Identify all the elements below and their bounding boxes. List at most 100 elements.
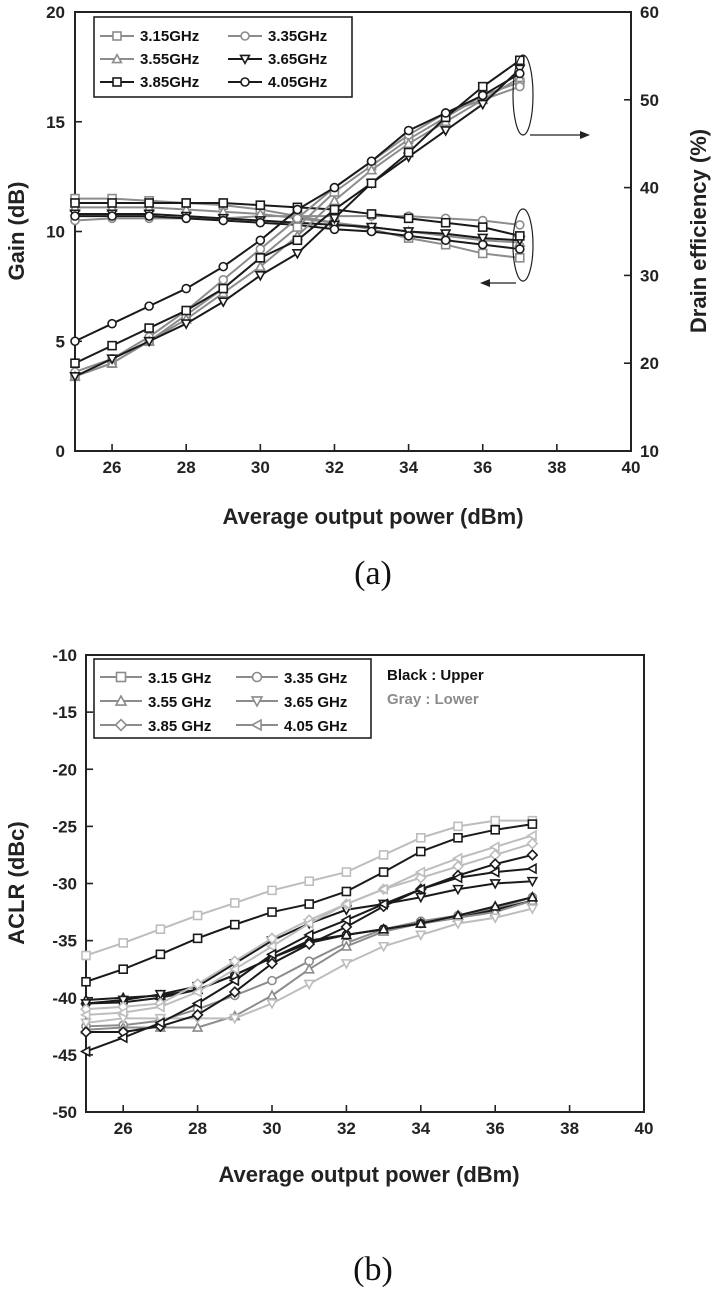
chart-b-ytick-label: -10 xyxy=(52,646,77,665)
aclr-upper-355-point xyxy=(340,928,353,940)
gain-405-point xyxy=(255,217,266,228)
aclr-lower-315-point xyxy=(341,867,352,877)
chart-a-xlabel: Average output power (dBm) xyxy=(222,504,523,529)
aclr-upper-405-point xyxy=(265,948,277,961)
efficiency-405-point xyxy=(181,283,191,294)
legend-note-upper: Black : Upper xyxy=(387,667,484,684)
chart-a-ytick-right-label: 10 xyxy=(640,442,659,461)
aclr-upper-405-point xyxy=(489,866,500,878)
gain-405-point xyxy=(329,224,340,235)
chart-b-caption: (b) xyxy=(353,1251,393,1288)
aclr-upper-385-point xyxy=(526,849,539,861)
chart-b-ytick-label: -15 xyxy=(52,703,77,722)
efficiency-385-point xyxy=(366,178,377,189)
aclr-lower-365-point xyxy=(452,919,464,930)
aclr-lower-405-point xyxy=(489,841,500,853)
chart-a-ytick-label: 20 xyxy=(46,3,65,22)
gain-315-point xyxy=(477,248,488,259)
chart-a-ytick-label: 15 xyxy=(46,113,65,132)
chart-b-ytick-label: -45 xyxy=(52,1046,77,1065)
aclr-lower-315-point xyxy=(230,898,240,908)
chart-b-xtick-label: 36 xyxy=(486,1119,505,1138)
gain-385-point xyxy=(181,198,191,208)
aclr-upper-385-point xyxy=(191,1008,204,1021)
efficiency-405-point xyxy=(292,204,303,215)
chart-a-xtick-label: 30 xyxy=(251,458,270,477)
aclr-lower-405-point xyxy=(377,883,389,895)
aclr-upper-385-point xyxy=(303,938,316,950)
chart-b-ytick-label: -30 xyxy=(52,875,77,894)
chart-b-ytick-label: -50 xyxy=(52,1103,77,1122)
legend-label: 3.35 GHz xyxy=(284,670,347,687)
gain-385-point xyxy=(514,231,525,241)
aclr-lower-405-point xyxy=(526,829,537,842)
aclr-upper-405-point xyxy=(79,1045,91,1058)
aclr-upper-315-point xyxy=(155,949,166,960)
chart-b-xtick-label: 40 xyxy=(635,1119,654,1138)
aclr-upper-315-point xyxy=(267,907,277,917)
chart-a-ytick-right-label: 50 xyxy=(640,91,659,110)
gain-385-point xyxy=(366,209,377,219)
aclr-lower-405-point xyxy=(340,898,351,910)
efficiency-365-point xyxy=(106,354,118,365)
aclr-lower-365-point xyxy=(229,1013,241,1025)
aclr-upper-365-point xyxy=(452,884,464,896)
aclr-upper-405-point xyxy=(303,929,314,941)
chart-a-ytick-right-label: 30 xyxy=(640,266,659,285)
efficiency-405-point xyxy=(514,68,525,79)
efficiency-365-point xyxy=(328,213,341,225)
efficiency-365-point xyxy=(180,319,192,330)
gain-405-point xyxy=(218,215,229,226)
aclr-upper-365-point xyxy=(154,989,167,1001)
efficiency-405-point xyxy=(403,125,414,136)
efficiency-405-point xyxy=(255,235,266,246)
gain-365-point xyxy=(439,229,452,240)
legend-label: 3.15GHz xyxy=(140,28,199,45)
aclr-upper-405-point xyxy=(117,1031,128,1044)
gain-405-point xyxy=(403,231,414,241)
aclr-upper-405-point xyxy=(191,997,202,1010)
legend-marker xyxy=(114,718,128,732)
aclr-lower-355-point xyxy=(303,963,315,974)
legend-marker xyxy=(112,31,122,41)
efficiency-365-point xyxy=(476,99,489,111)
aclr-upper-365-point xyxy=(117,995,129,1007)
chart-a-ytick-label: 0 xyxy=(56,442,65,461)
aclr-lower-405-point xyxy=(117,1006,128,1019)
efficiency-group-ellipse xyxy=(512,54,534,136)
gain-385-point xyxy=(403,213,414,224)
aclr-lower-335-point xyxy=(267,975,277,986)
legend-label: 3.65GHz xyxy=(268,51,327,68)
chart-b-ylabel: ACLR (dBc) xyxy=(4,821,29,944)
efficiency-arrow-head xyxy=(580,131,590,139)
efficiency-385-point xyxy=(477,81,488,92)
aclr-upper-385-point xyxy=(228,986,241,998)
efficiency-365-point xyxy=(217,297,230,308)
efficiency-355-point xyxy=(254,260,267,272)
gain-315-point xyxy=(514,253,525,263)
chart-b-xtick-label: 32 xyxy=(337,1119,356,1138)
aclr-upper-315-point xyxy=(490,825,501,835)
aclr-lower-315-point xyxy=(192,910,203,921)
efficiency-365-point xyxy=(254,270,267,282)
chart-a-xtick-label: 32 xyxy=(325,458,344,477)
aclr-lower-405-point xyxy=(228,963,240,975)
efficiency-385-point xyxy=(144,323,154,333)
legend-marker xyxy=(250,696,264,708)
aclr-lower-405-point xyxy=(191,986,202,998)
legend-label: 3.15 GHz xyxy=(148,670,211,687)
gain-385-point xyxy=(440,217,451,228)
legend-marker xyxy=(239,54,251,66)
efficiency-385-point xyxy=(292,235,303,246)
chart-a-ytick-right-label: 60 xyxy=(640,3,659,22)
chart-b-xtick-label: 34 xyxy=(411,1119,430,1138)
legend-marker xyxy=(240,31,250,41)
legend-marker xyxy=(111,52,123,64)
legend-label: 4.05 GHz xyxy=(284,718,347,735)
gain-405-point xyxy=(181,213,191,224)
aclr-lower-365-point xyxy=(526,904,539,915)
chart-a-xtick-label: 34 xyxy=(399,458,418,477)
chart-a-xtick-label: 38 xyxy=(547,458,566,477)
chart-b-legend: 3.15 GHz 3.35 GHz 3.55 GHz 3.65 GHz 3.85 GHz… xyxy=(93,658,372,739)
aclr-lower-385-point xyxy=(526,837,539,850)
